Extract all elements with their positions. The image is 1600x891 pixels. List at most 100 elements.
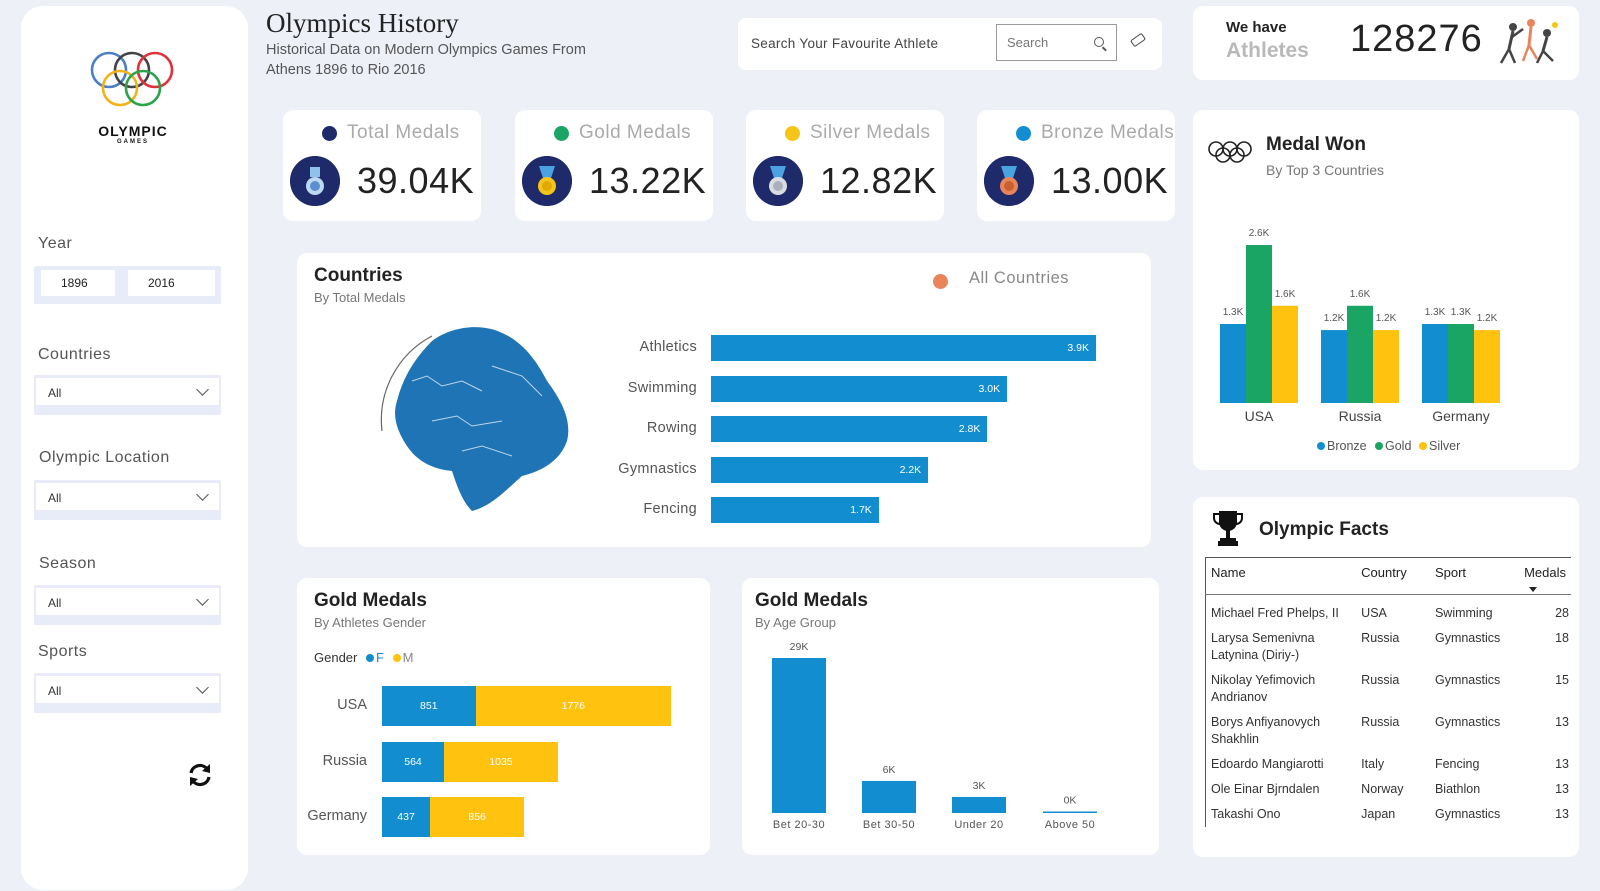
medal-won-chart: 1.3K 2.6K 1.6K USA 1.2K 1.6K 1.2K Russia 1.3K 1.3… — [1220, 228, 1500, 453]
data-label: 2.6K — [1249, 228, 1270, 239]
legend-male[interactable]: M — [402, 650, 414, 665]
gold-by-age-card: Gold Medals By Age Group 29K Bet 20-30 6K B… — [742, 578, 1159, 855]
eraser-icon[interactable] — [1129, 32, 1147, 48]
cell-name: Nikolay Yefimovich Andrianov — [1211, 673, 1316, 704]
column-header-sport[interactable]: Sport — [1429, 557, 1520, 595]
year-to-input[interactable]: 2016 — [128, 270, 215, 296]
table-row[interactable]: Borys Anfiyanovych Shakhlin Russia Gymnast… — [1206, 710, 1572, 752]
countries-dropdown[interactable]: All — [34, 375, 221, 415]
cell-country: Russia — [1361, 673, 1400, 687]
bar-male[interactable]: 1035 — [444, 741, 558, 782]
cell-name: Michael Fred Phelps, II — [1211, 606, 1339, 620]
age-chart-subtitle: By Age Group — [755, 615, 836, 630]
legend-item: Silver — [1429, 439, 1460, 453]
olympic-rings-icon — [1208, 141, 1252, 163]
athlete-count: 128276 — [1350, 18, 1483, 60]
medal-won-subtitle: By Top 3 Countries — [1266, 162, 1385, 178]
legend-female[interactable]: F — [376, 650, 384, 665]
bar-female[interactable]: 437 — [382, 797, 431, 837]
kpi-label: Bronze Medals — [1041, 122, 1175, 143]
sports-dropdown-value: All — [48, 684, 62, 698]
kpi-dot — [554, 126, 569, 141]
bar-label: Athletics — [639, 339, 697, 355]
bar-female[interactable]: 851 — [382, 686, 476, 726]
cell-name: Borys Anfiyanovych Shakhlin — [1211, 715, 1321, 746]
legend-item: Gold — [1385, 439, 1411, 453]
bar-female[interactable]: 564 — [382, 741, 445, 782]
gold-medal-icon — [522, 156, 572, 206]
gender-chart-subtitle: By Athletes Gender — [314, 615, 427, 630]
data-label: 3.0K — [978, 382, 1001, 395]
table-row[interactable]: Larysa Semenivna Latynina (Diriy-) Russia… — [1206, 626, 1572, 668]
cell-medals: 13 — [1555, 782, 1569, 796]
bar — [1272, 305, 1298, 403]
data-label: 1.7K — [850, 504, 872, 516]
column-header-medals[interactable]: Medals — [1519, 557, 1571, 595]
bar[interactable]: 1.7K — [711, 497, 879, 523]
globe-map[interactable] — [372, 321, 577, 516]
refresh-icon[interactable] — [186, 761, 214, 789]
season-dropdown[interactable]: All — [34, 585, 221, 625]
bar[interactable]: 2.2K — [711, 456, 929, 483]
year-range: 1896 2016 — [34, 266, 221, 304]
bar[interactable]: 2.8K — [711, 416, 988, 442]
bar-label: Gymnastics — [618, 460, 697, 477]
chevron-down-icon — [196, 681, 209, 694]
cell-name: Edoardo Mangiarotti — [1211, 757, 1324, 771]
data-label: 1.6K — [1350, 289, 1371, 300]
table-row[interactable]: Edoardo Mangiarotti Italy Fencing 13 — [1206, 752, 1572, 777]
legend-all-countries[interactable]: All Countries — [969, 269, 1070, 287]
column-header-name[interactable]: Name — [1205, 557, 1357, 595]
column-header-country[interactable]: Country — [1356, 557, 1430, 595]
data-label: 1.2K — [1324, 313, 1345, 324]
cell-sport: Swimming — [1434, 606, 1493, 620]
cell-medals: 13 — [1555, 807, 1569, 821]
table-row[interactable]: Takashi Ono Japan Gymnastics 13 — [1206, 802, 1572, 827]
olympic-rings-icon — [90, 51, 174, 107]
olympic-facts-card: Olympic Facts Name Country Sport Medals … — [1193, 497, 1579, 857]
bar — [1373, 330, 1399, 403]
sort-descending-icon — [1529, 587, 1538, 592]
kpi-label: Total Medals — [347, 122, 460, 143]
bar[interactable]: 3.9K — [711, 335, 1096, 361]
sidebar: OLYMPIC GAMES Year 1896 2016 Countries A… — [21, 6, 248, 890]
table-row[interactable]: Michael Fred Phelps, II USA Swimming 28 — [1206, 595, 1572, 627]
season-dropdown-value: All — [48, 596, 62, 610]
cell-country: Russia — [1361, 631, 1400, 645]
sports-dropdown[interactable]: All — [34, 673, 221, 713]
kpi-total-medals: Total Medals 39.04K — [283, 110, 481, 221]
bar-male[interactable]: 856 — [430, 797, 525, 837]
kpi-label: Gold Medals — [579, 122, 692, 143]
legend-item: Bronze — [1327, 439, 1367, 453]
kpi-dot — [322, 126, 337, 141]
table-row[interactable]: Ole Einar Bjrndalen Norway Biathlon 13 — [1206, 777, 1572, 802]
sports-filter-label: Sports — [38, 643, 88, 660]
kpi-label: Silver Medals — [810, 122, 931, 143]
bar-male[interactable]: 1776 — [475, 686, 671, 726]
countries-title: Countries — [314, 265, 403, 286]
athletes-count-card: We have Athletes 128276 — [1193, 6, 1579, 80]
medal-won-card: Medal Won By Top 3 Countries 1.3K 2.6K 1.6… — [1193, 110, 1579, 470]
data-label: 0K — [1064, 795, 1077, 807]
page-subtitle: Historical Data on Modern Olympics Games… — [266, 42, 586, 78]
bar-label: Russia — [322, 752, 367, 769]
countries-dropdown-value: All — [48, 386, 62, 400]
bar — [862, 780, 916, 813]
countries-chart-card: Countries By Total Medals All Countries … — [297, 253, 1151, 547]
logo-subtext: GAMES — [116, 139, 149, 145]
year-from-input[interactable]: 1896 — [41, 270, 115, 296]
countries-filter-label: Countries — [38, 346, 111, 363]
logo-wordmark: OLYMPIC — [98, 123, 168, 139]
location-dropdown[interactable]: All — [34, 480, 221, 520]
bar — [1422, 324, 1448, 403]
chevron-down-icon — [196, 488, 209, 501]
cell-country: Japan — [1361, 807, 1396, 821]
bar[interactable]: 3.0K — [711, 375, 1008, 402]
cell-name: Ole Einar Bjrndalen — [1211, 782, 1320, 796]
facts-table: Name Country Sport Medals Michael Fred P… — [1205, 557, 1571, 827]
bar — [1246, 245, 1272, 403]
search-icon[interactable] — [1094, 37, 1104, 47]
kpi-value: 39.04K — [357, 160, 475, 201]
data-label: 3.9K — [1067, 342, 1089, 354]
table-row[interactable]: Nikolay Yefimovich Andrianov Russia Gymnas… — [1206, 668, 1572, 710]
